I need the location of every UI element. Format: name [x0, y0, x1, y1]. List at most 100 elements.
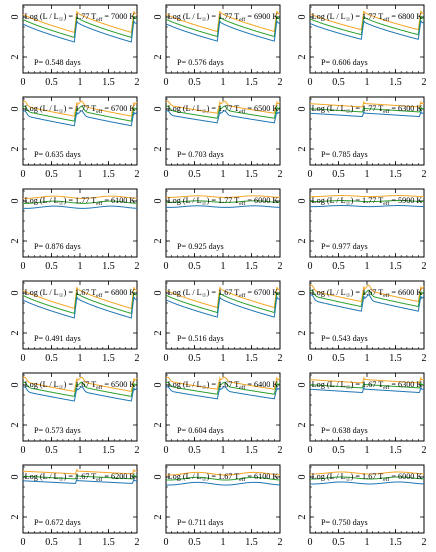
x-tick-label: 1 — [365, 445, 370, 456]
period-label: P= 0.635 days — [34, 150, 81, 159]
x-tick-label: 0.5 — [188, 77, 201, 88]
y-tick-label: 2 — [153, 515, 164, 520]
y-tick-label: 0 — [153, 107, 164, 112]
light-curve-line — [165, 296, 281, 318]
x-tick-label: 0 — [308, 261, 313, 272]
x-tick-label: 1 — [78, 353, 83, 364]
panel-annotation: Log (L / L☉) = 1.67 Teff = 6200 K — [25, 472, 136, 483]
light-curve-panel: 0 0.5 1 1.5 2 0 2 Log (L / L☉) = 1.77 Teff = 65… — [153, 96, 283, 180]
light-curve-panel: 0 0.5 1 1.5 2 0 2 Log (L / L☉) = 1.77 Teff = 60… — [153, 188, 283, 272]
y-tick-label: 0 — [297, 15, 308, 20]
x-tick-label: 1.5 — [245, 77, 258, 88]
x-tick-label: 0 — [308, 445, 313, 456]
light-curve-panel: 0 0.5 1 1.5 2 0 2 Log (L / L☉) = 1.67 Teff = 67… — [153, 280, 283, 364]
x-tick-label: 0 — [164, 261, 169, 272]
x-tick-label: 1.5 — [102, 261, 115, 272]
light-curve-line — [309, 294, 425, 312]
x-tick-label: 1 — [365, 261, 370, 272]
x-tick-label: 0 — [308, 169, 313, 180]
period-label: P= 0.977 days — [321, 242, 368, 251]
x-tick-label: 0 — [21, 77, 26, 88]
x-tick-label: 1 — [221, 77, 226, 88]
x-tick-label: 1.5 — [389, 77, 402, 88]
x-tick-label: 1 — [365, 353, 370, 364]
x-tick-label: 1.5 — [389, 261, 402, 272]
x-tick-label: 0.5 — [332, 261, 345, 272]
x-tick-label: 1.5 — [245, 169, 258, 180]
period-label: P= 0.543 days — [321, 334, 368, 343]
light-curve-line — [22, 386, 138, 402]
x-tick-label: 0.5 — [188, 537, 201, 548]
x-tick-label: 0.5 — [188, 169, 201, 180]
y-tick-label: 2 — [297, 515, 308, 520]
light-curve-panel: 0 0.5 1 1.5 2 0 2 Log (L / L☉) = 1.77 Teff = 61… — [10, 188, 140, 272]
x-tick-label: 0.5 — [332, 169, 345, 180]
x-tick-label: 0.5 — [332, 537, 345, 548]
light-curve-line — [22, 20, 138, 43]
x-tick-label: 1 — [78, 77, 83, 88]
light-curve-panel: 0 0.5 1 1.5 2 0 2 Log (L / L☉) = 1.77 Teff = 69… — [153, 4, 283, 88]
light-curve-line — [309, 195, 425, 198]
light-curve-line — [309, 284, 425, 303]
light-curve-line — [309, 109, 425, 118]
light-curve-panel: 0 0.5 1 1.5 2 0 2 Log (L / L☉) = 1.77 Teff = 68… — [297, 4, 427, 88]
light-curve-line — [309, 385, 425, 394]
y-tick-label: 2 — [10, 331, 21, 336]
period-label: P= 0.703 days — [177, 150, 224, 159]
y-tick-label: 0 — [153, 199, 164, 204]
y-tick-label: 0 — [297, 107, 308, 112]
panel-annotation: Log (L / L☉) = 1.67 Teff = 6500 K — [25, 380, 136, 391]
x-tick-label: 2 — [278, 537, 283, 548]
y-tick-label: 2 — [10, 55, 21, 60]
x-tick-label: 1 — [221, 353, 226, 364]
x-tick-label: 0 — [308, 77, 313, 88]
x-tick-label: 2 — [135, 445, 140, 456]
panel-annotation: Log (L / L☉) = 1.77 Teff = 6700 K — [25, 104, 136, 115]
panel-annotation: Log (L / L☉) = 1.67 Teff = 6400 K — [168, 380, 279, 391]
light-curve-line — [22, 468, 138, 475]
light-curve-line — [309, 481, 425, 485]
light-curve-line — [22, 110, 138, 127]
period-label: P= 0.876 days — [34, 242, 81, 251]
y-tick-label: 2 — [153, 239, 164, 244]
x-tick-label: 1 — [221, 537, 226, 548]
x-tick-label: 1 — [78, 445, 83, 456]
x-tick-label: 2 — [135, 261, 140, 272]
x-tick-label: 1.5 — [102, 445, 115, 456]
panel-annotation: Log (L / L☉) = 1.77 Teff = 5900 K — [312, 196, 423, 207]
panel-annotation: Log (L / L☉) = 1.77 Teff = 6500 K — [168, 104, 279, 115]
x-tick-label: 2 — [135, 353, 140, 364]
y-tick-label: 2 — [153, 147, 164, 152]
y-tick-label: 2 — [10, 147, 21, 152]
x-tick-label: 1.5 — [389, 353, 402, 364]
period-label: P= 0.785 days — [321, 150, 368, 159]
light-curve-line — [309, 476, 425, 480]
x-tick-label: 0.5 — [188, 353, 201, 364]
x-tick-label: 1.5 — [102, 537, 115, 548]
y-tick-label: 2 — [153, 331, 164, 336]
x-tick-label: 1 — [78, 169, 83, 180]
light-curve-panel: 0 0.5 1 1.5 2 0 2 Log (L / L☉) = 1.67 Teff = 66… — [297, 280, 427, 364]
x-tick-label: 0 — [164, 77, 169, 88]
light-curve-line — [165, 200, 281, 203]
x-tick-label: 0 — [164, 445, 169, 456]
light-curve-line — [22, 296, 138, 319]
x-tick-label: 1.5 — [102, 169, 115, 180]
y-tick-label: 0 — [10, 15, 21, 20]
x-tick-label: 2 — [135, 169, 140, 180]
x-tick-label: 0 — [164, 353, 169, 364]
light-curve-line — [309, 200, 425, 203]
light-curve-panel: 0 0.5 1 1.5 2 0 2 Log (L / L☉) = 1.67 Teff = 61… — [153, 464, 283, 548]
panel-annotation: Log (L / L☉) = 1.67 Teff = 6700 K — [168, 288, 279, 299]
light-curve-line — [22, 195, 138, 199]
period-label: P= 0.750 days — [321, 518, 368, 527]
x-tick-label: 1.5 — [245, 353, 258, 364]
x-tick-label: 0.5 — [188, 445, 201, 456]
x-tick-label: 2 — [422, 537, 427, 548]
x-tick-label: 0 — [21, 261, 26, 272]
x-tick-label: 1 — [221, 261, 226, 272]
x-tick-label: 1.5 — [389, 537, 402, 548]
light-curve-line — [165, 109, 281, 124]
x-tick-label: 0 — [21, 169, 26, 180]
y-tick-label: 0 — [297, 291, 308, 296]
